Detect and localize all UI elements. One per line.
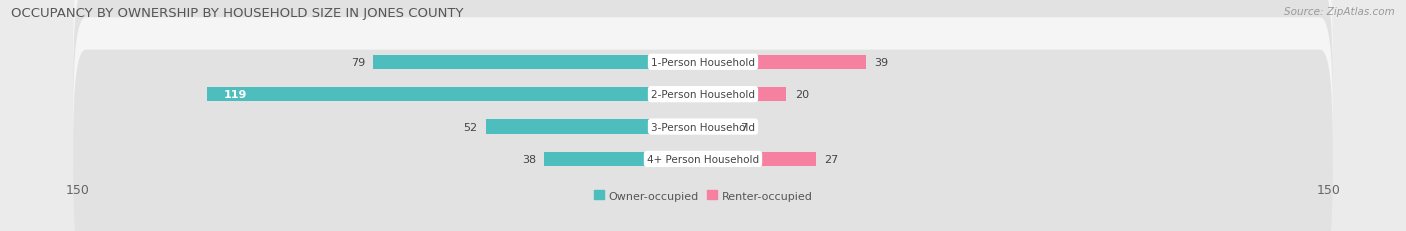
- FancyBboxPatch shape: [73, 0, 1333, 204]
- Text: 1-Person Household: 1-Person Household: [651, 58, 755, 67]
- FancyBboxPatch shape: [73, 0, 1333, 171]
- Text: 38: 38: [522, 154, 536, 164]
- Bar: [544, 152, 703, 166]
- Text: Source: ZipAtlas.com: Source: ZipAtlas.com: [1284, 7, 1395, 17]
- Text: 39: 39: [875, 58, 889, 67]
- Bar: [703, 55, 866, 70]
- Text: 52: 52: [464, 122, 478, 132]
- Bar: [703, 152, 815, 166]
- FancyBboxPatch shape: [73, 50, 1333, 231]
- Text: OCCUPANCY BY OWNERSHIP BY HOUSEHOLD SIZE IN JONES COUNTY: OCCUPANCY BY OWNERSHIP BY HOUSEHOLD SIZE…: [11, 7, 464, 20]
- Bar: [374, 55, 703, 70]
- FancyBboxPatch shape: [73, 18, 1333, 231]
- Text: 20: 20: [794, 90, 808, 100]
- Legend: Owner-occupied, Renter-occupied: Owner-occupied, Renter-occupied: [589, 186, 817, 205]
- Text: 27: 27: [824, 154, 838, 164]
- Bar: [703, 88, 786, 102]
- Text: 79: 79: [352, 58, 366, 67]
- Bar: [486, 120, 703, 134]
- Bar: [207, 88, 703, 102]
- Text: 119: 119: [224, 90, 246, 100]
- Text: 2-Person Household: 2-Person Household: [651, 90, 755, 100]
- Text: 4+ Person Household: 4+ Person Household: [647, 154, 759, 164]
- Text: 7: 7: [741, 122, 748, 132]
- Text: 3-Person Household: 3-Person Household: [651, 122, 755, 132]
- Bar: [703, 120, 733, 134]
